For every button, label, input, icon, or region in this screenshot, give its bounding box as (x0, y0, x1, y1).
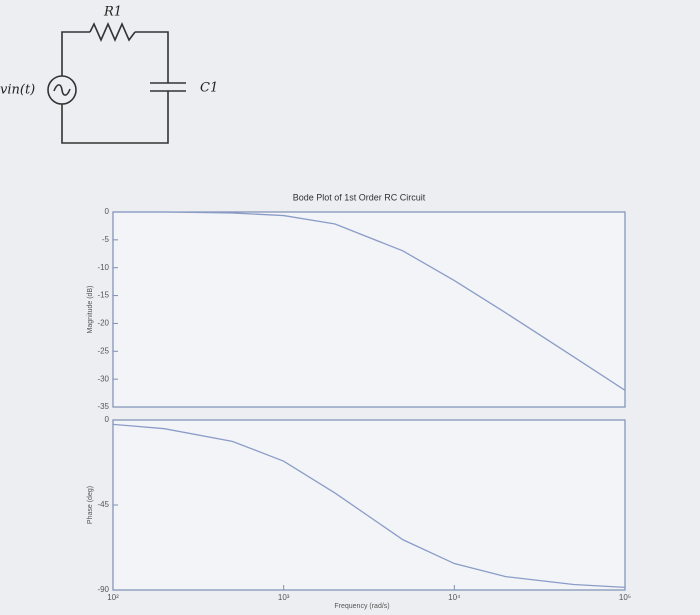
y-tick-label: -20 (97, 319, 109, 328)
chart-title: Bode Plot of 1st Order RC Circuit (293, 192, 426, 202)
x-tick-label: 10² (107, 593, 119, 602)
source-label: vin(t) (0, 83, 35, 98)
source (47, 75, 77, 105)
y-tick-label: -15 (97, 291, 109, 300)
x-axis-label: Frequency (rad/s) (334, 603, 389, 610)
y-tick-label: -25 (97, 346, 109, 355)
capacitor-label: C1 (200, 81, 218, 96)
y-tick-label: 0 (105, 207, 110, 216)
y-axis-label: Magnitude (dB) (87, 286, 94, 334)
y-tick-label: -35 (97, 402, 109, 411)
curve (112, 423, 626, 589)
y-tick-label: -10 (97, 263, 109, 272)
x-tick-label: 10⁴ (448, 593, 461, 602)
curve (113, 211, 626, 391)
y-tick-label: -30 (97, 374, 109, 383)
wire (135, 31, 169, 83)
y-axis-label: Phase (deg) (87, 486, 94, 524)
resistor (89, 22, 136, 42)
y-tick-label: -5 (102, 235, 110, 244)
y-tick-label: -45 (97, 500, 109, 509)
y-tick-label: 0 (105, 415, 110, 424)
resistor-label: R1 (103, 5, 122, 20)
y-tick-label: -90 (97, 585, 109, 594)
x-tick-label: 10⁵ (619, 593, 631, 602)
wire (61, 31, 90, 76)
x-tick-label: 10³ (278, 593, 290, 602)
plot-area (112, 419, 626, 591)
wire (61, 91, 169, 144)
circuit: vin(t) R1 C1 (0, 5, 218, 144)
plot-area (112, 211, 626, 408)
source-symbol (53, 84, 71, 96)
